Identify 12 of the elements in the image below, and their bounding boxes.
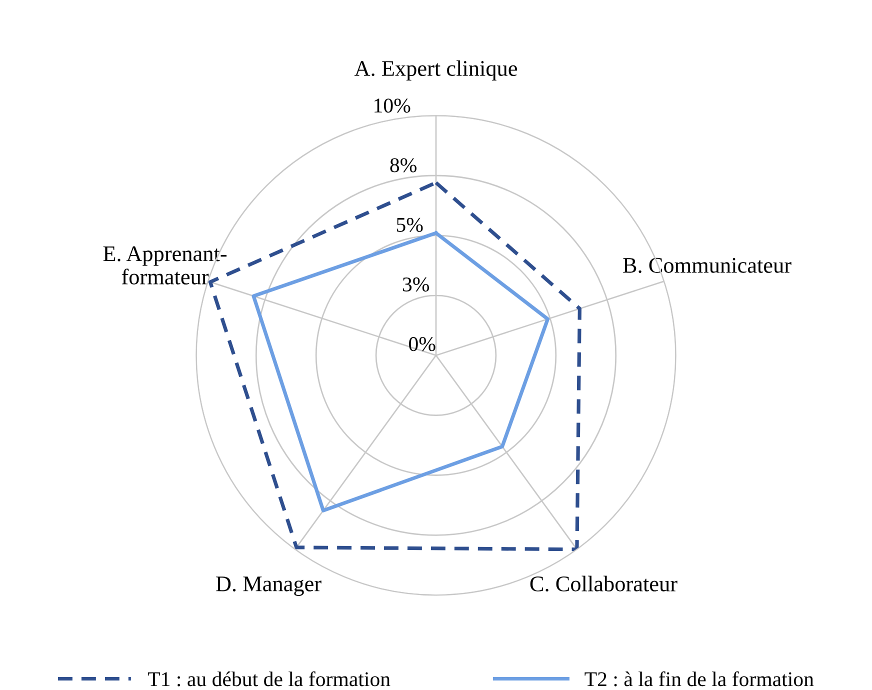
spoke-label: B. Communicateur: [623, 258, 792, 273]
y-tick-label: 0%: [409, 337, 436, 352]
legend-label: T2 : à la fin de la formation: [584, 671, 814, 686]
legend-label: T1 : au début de la formation: [148, 671, 390, 686]
y-tick-label: 3%: [402, 277, 430, 292]
spoke-label: C. Collaborateur: [530, 576, 678, 592]
spoke-label: D. Manager: [216, 576, 322, 596]
y-tick-label: 8%: [390, 158, 416, 172]
spoke-label: A. Expert clinique: [354, 60, 517, 80]
y-tick-label: 10%: [374, 98, 410, 113]
y-tick-label: 5%: [396, 218, 423, 232]
spoke-label: E. Apprenant- formateur: [103, 246, 227, 284]
